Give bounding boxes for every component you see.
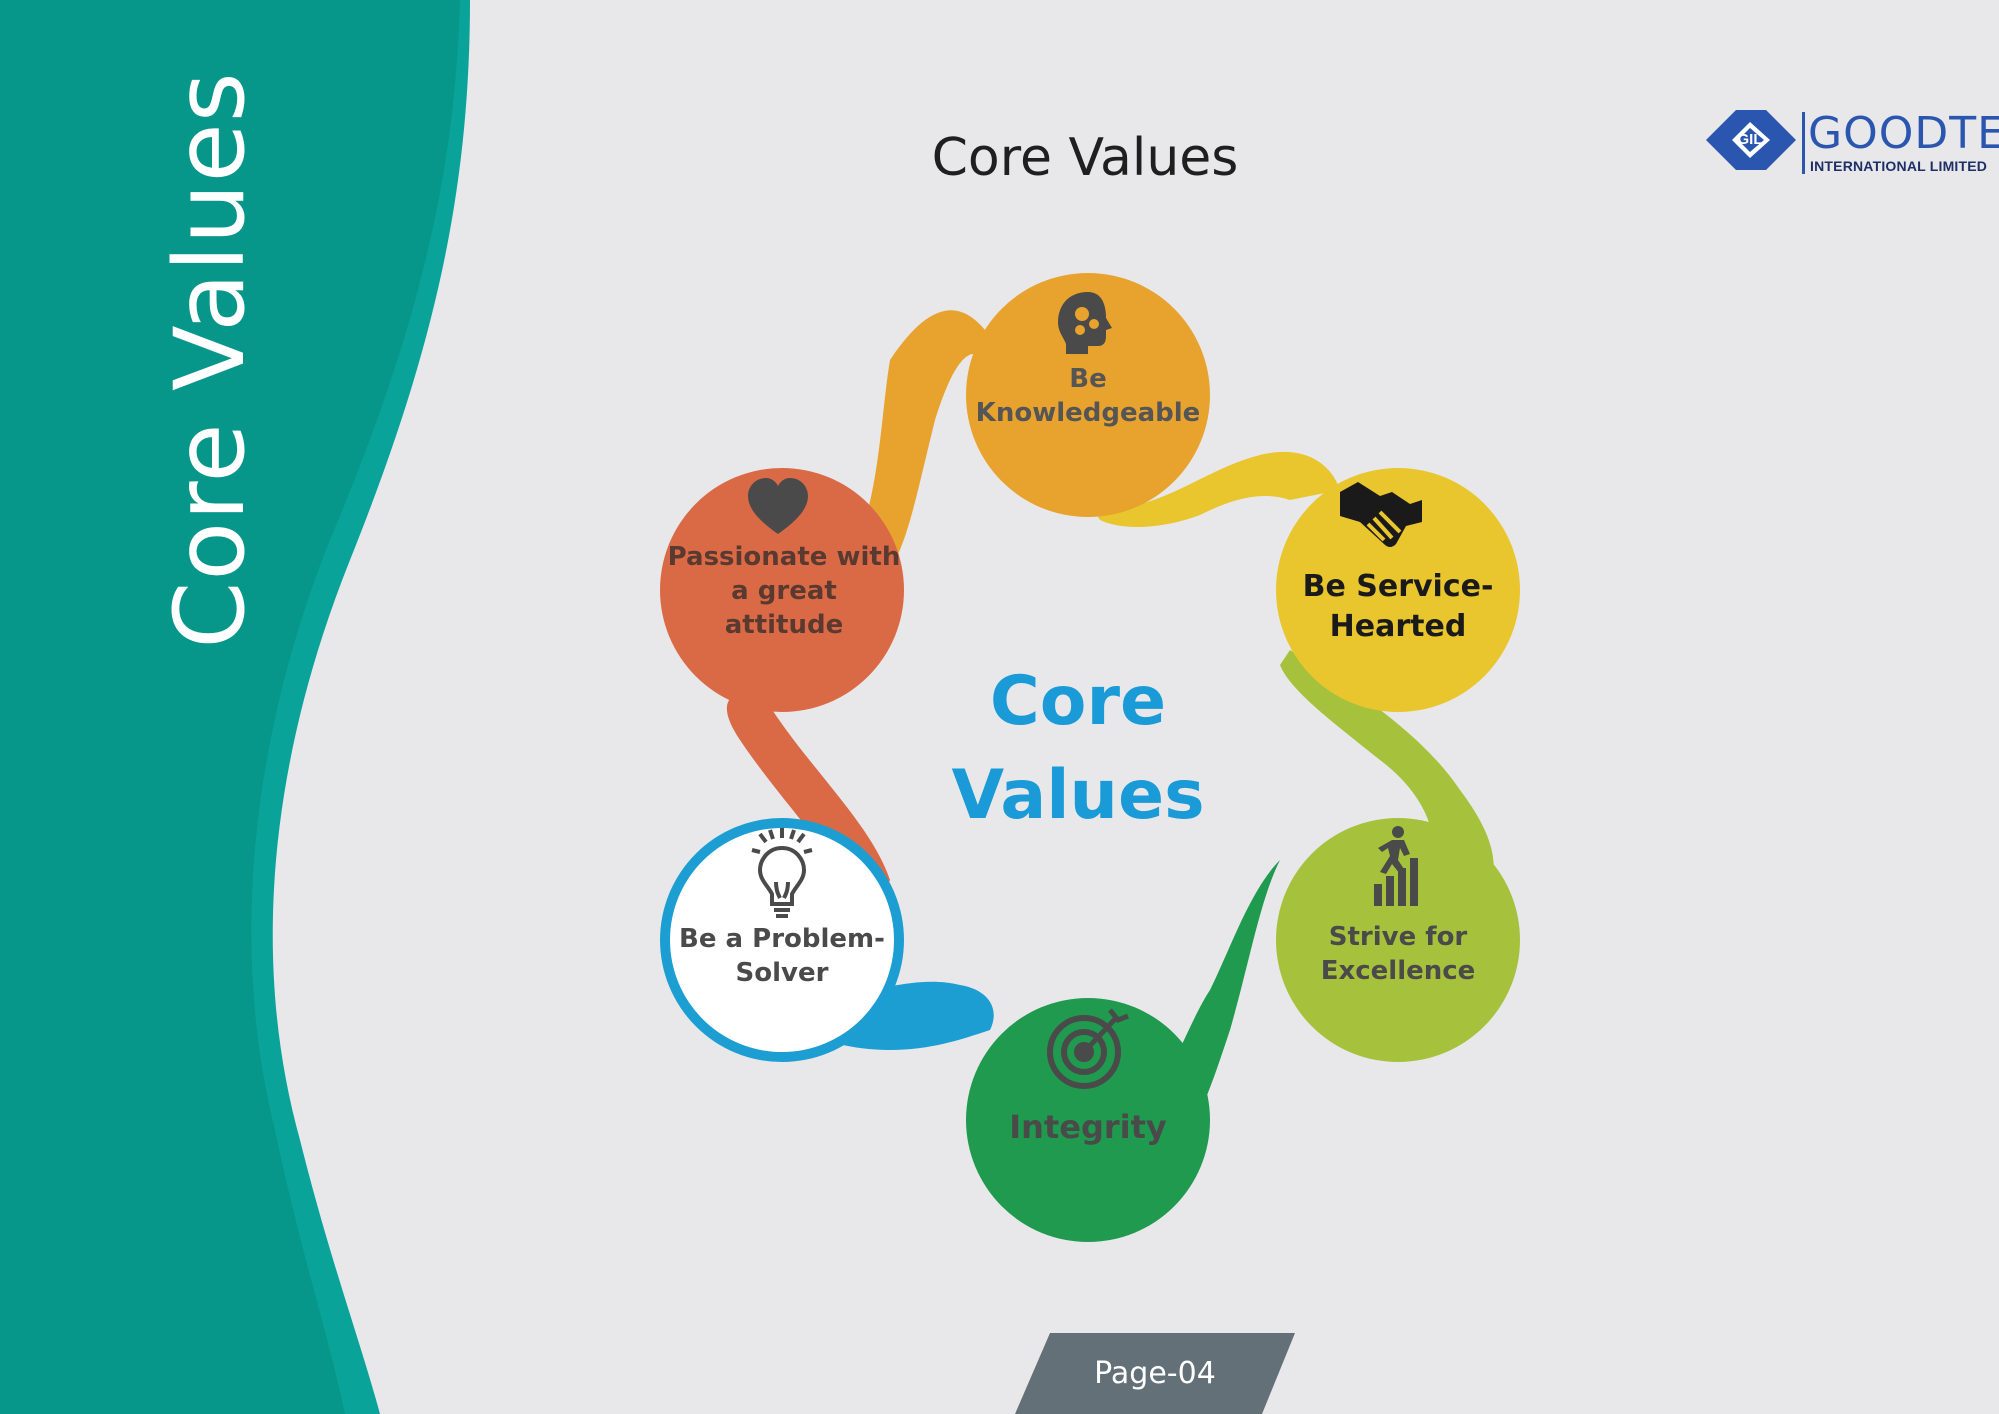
handshake-icon xyxy=(1340,482,1422,547)
circle-problem-inner xyxy=(670,828,894,1052)
ribbon-orange-yellow xyxy=(850,310,1000,580)
circle-passionate xyxy=(660,468,904,712)
value-problem-label: Be a Problem- Solver xyxy=(679,924,885,988)
value-service-label: Be Service- Hearted xyxy=(1302,569,1494,644)
page-number: Page-04 xyxy=(1094,1356,1216,1391)
circle-excellence xyxy=(1276,818,1520,1062)
lightbulb-icon xyxy=(751,828,813,918)
page-number-badge: Page-04 xyxy=(1015,1333,1295,1414)
target-icon xyxy=(1047,1008,1129,1089)
circle-service xyxy=(1276,468,1520,712)
head-gears-icon xyxy=(1058,292,1112,354)
climbing-bars-icon xyxy=(1374,826,1418,906)
value-knowledgeable-label: Be Knowledgeable xyxy=(975,364,1201,428)
page-title: Core Values xyxy=(931,128,1239,188)
logo-emblem xyxy=(1706,110,1796,170)
diagram-center-label: Core Values xyxy=(951,662,1205,835)
page-badge-shape xyxy=(1015,1333,1295,1414)
value-integrity-label: Integrity xyxy=(1009,1108,1167,1146)
heart-icon xyxy=(748,478,808,534)
value-passionate-label: Passionate with a great attitude xyxy=(667,542,901,640)
company-logo: GOODTEX INTERNATIONAL LIMITED GIL xyxy=(1706,108,1999,178)
ribbon-gold xyxy=(1090,451,1340,527)
logo-name: GOODTEX xyxy=(1808,108,1999,159)
logo-emblem-text: GIL xyxy=(1737,131,1763,148)
circle-knowledgeable xyxy=(966,273,1210,517)
sidebar-wave xyxy=(0,0,460,1414)
circle-integrity xyxy=(966,998,1210,1242)
logo-divider xyxy=(1802,112,1805,174)
logo-subtitle: INTERNATIONAL LIMITED xyxy=(1810,158,1988,174)
value-excellence-label: Strive for Excellence xyxy=(1320,922,1476,986)
